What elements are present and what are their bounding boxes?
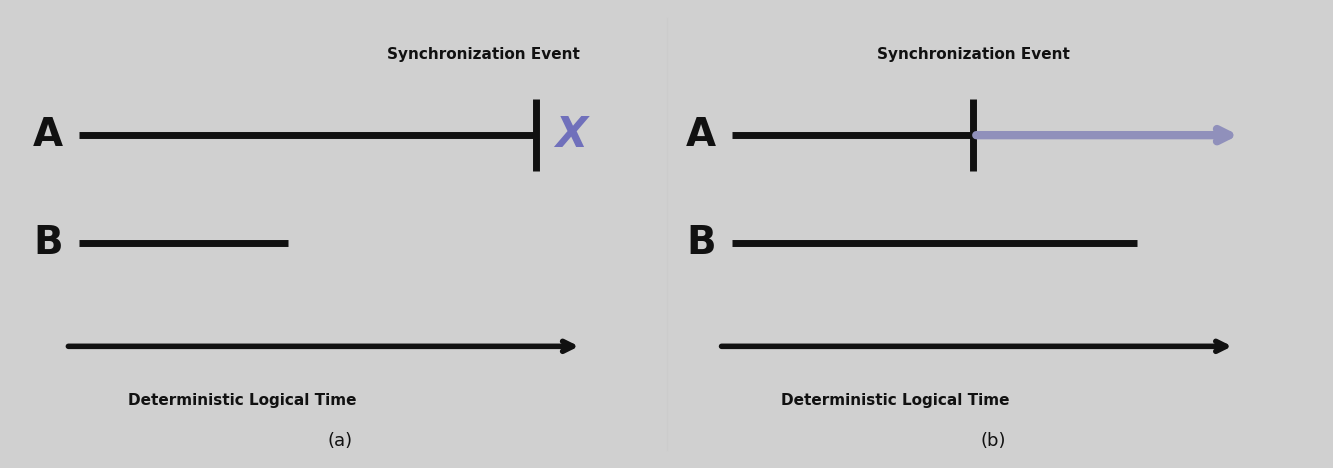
Text: A: A bbox=[33, 116, 63, 154]
Text: Synchronization Event: Synchronization Event bbox=[877, 47, 1070, 62]
Text: Deterministic Logical Time: Deterministic Logical Time bbox=[128, 393, 356, 408]
Text: X: X bbox=[556, 114, 588, 156]
Text: Deterministic Logical Time: Deterministic Logical Time bbox=[781, 393, 1009, 408]
Text: (b): (b) bbox=[980, 431, 1006, 450]
Text: Synchronization Event: Synchronization Event bbox=[387, 47, 580, 62]
Text: B: B bbox=[686, 224, 716, 262]
Text: (a): (a) bbox=[328, 431, 352, 450]
Text: A: A bbox=[686, 116, 716, 154]
Text: B: B bbox=[33, 224, 63, 262]
